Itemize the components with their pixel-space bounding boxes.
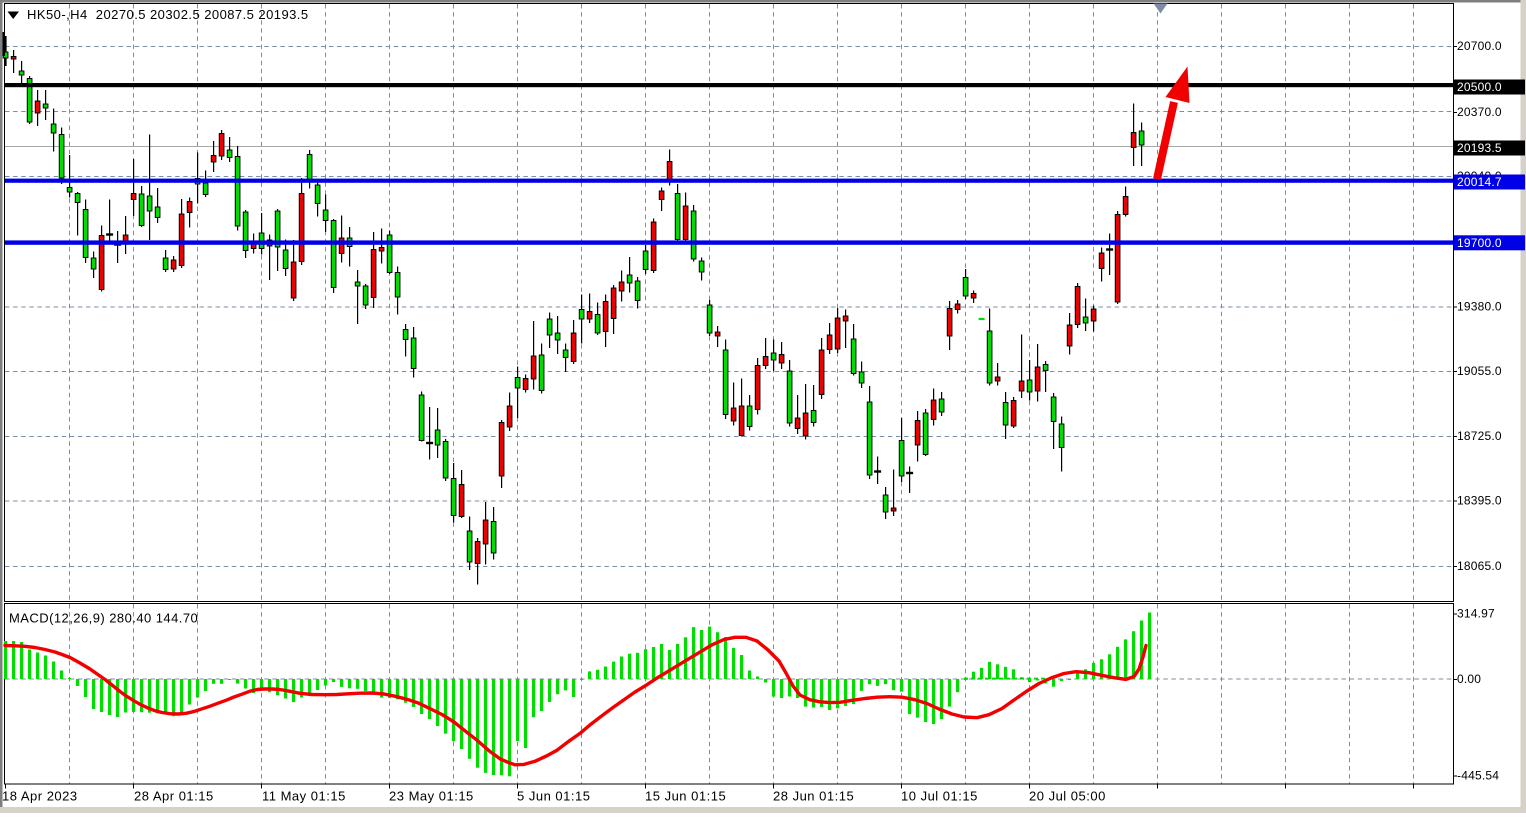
svg-text:18395.0: 18395.0 (1457, 494, 1502, 508)
svg-text:10 Jul 01:15: 10 Jul 01:15 (901, 789, 978, 804)
svg-text:20014.7: 20014.7 (1457, 175, 1502, 189)
svg-text:20700.0: 20700.0 (1457, 39, 1502, 53)
svg-text:20 Jul 05:00: 20 Jul 05:00 (1029, 789, 1106, 804)
svg-text:15 Jun 01:15: 15 Jun 01:15 (645, 789, 726, 804)
svg-text:20193.5: 20193.5 (1457, 141, 1502, 155)
svg-text:23 May 01:15: 23 May 01:15 (389, 789, 474, 804)
svg-text:18 Apr 2023: 18 Apr 2023 (2, 789, 78, 804)
svg-text:20370.0: 20370.0 (1457, 105, 1502, 119)
svg-text:18725.0: 18725.0 (1457, 429, 1502, 443)
svg-text:19380.0: 19380.0 (1457, 300, 1502, 314)
svg-text:11 May 01:15: 11 May 01:15 (262, 789, 346, 804)
svg-text:5 Jun 01:15: 5 Jun 01:15 (517, 789, 590, 804)
svg-text:19700.0: 19700.0 (1457, 236, 1502, 250)
svg-text:-445.54: -445.54 (1457, 769, 1499, 783)
svg-text:28 Apr 01:15: 28 Apr 01:15 (134, 789, 214, 804)
svg-text:28 Jun 01:15: 28 Jun 01:15 (773, 789, 854, 804)
svg-text:HK50-,H4 20270.5 20302.5 2008: HK50-,H4 20270.5 20302.5 20087.5 20193.5 (27, 7, 309, 22)
svg-text:314.97: 314.97 (1457, 607, 1495, 621)
svg-text:19055.0: 19055.0 (1457, 364, 1502, 378)
svg-text:20500.0: 20500.0 (1457, 80, 1502, 94)
svg-text:0.00: 0.00 (1457, 672, 1481, 686)
svg-text:18065.0: 18065.0 (1457, 559, 1502, 573)
svg-text:MACD(12,26,9) 280.40 144.70: MACD(12,26,9) 280.40 144.70 (9, 611, 198, 626)
